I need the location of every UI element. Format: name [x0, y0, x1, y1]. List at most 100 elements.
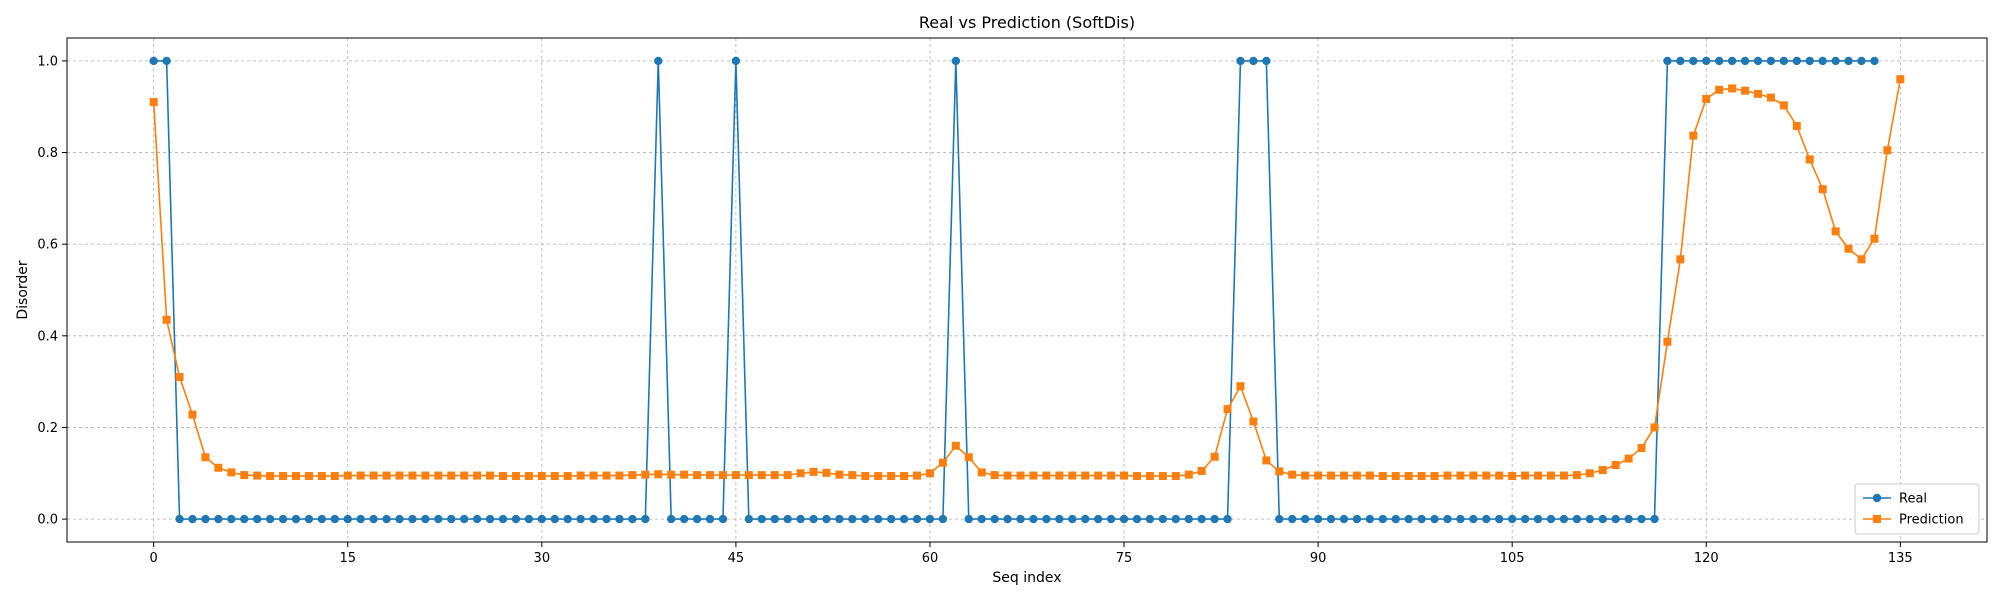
data-point-real	[524, 514, 534, 524]
data-point-prediction	[913, 471, 922, 480]
data-point-real	[1184, 514, 1193, 524]
data-point-real	[1093, 514, 1103, 524]
data-point-prediction	[240, 471, 249, 480]
y-tick-label: 1.0	[37, 54, 58, 69]
data-point-real	[615, 514, 624, 524]
data-point-real	[175, 514, 184, 524]
data-point-prediction	[1883, 146, 1892, 155]
data-point-prediction	[408, 471, 417, 480]
data-point-real	[1119, 514, 1129, 524]
data-point-real	[1637, 514, 1646, 524]
x-axis-label: Seq index	[992, 570, 1061, 586]
data-point-real	[1197, 514, 1206, 524]
data-point-real	[162, 56, 171, 66]
data-point-prediction	[1482, 471, 1491, 480]
data-point-prediction	[1236, 382, 1245, 391]
data-point-real	[899, 514, 909, 524]
data-point-prediction	[1339, 471, 1348, 480]
data-point-prediction	[576, 471, 585, 480]
data-point-prediction	[680, 470, 689, 479]
data-point-real	[938, 514, 948, 524]
data-point-real	[188, 514, 197, 524]
data-point-prediction	[964, 453, 973, 462]
data-point-prediction	[796, 469, 805, 478]
data-point-real	[1650, 514, 1659, 524]
data-point-real	[1624, 514, 1633, 524]
data-point-prediction	[602, 471, 611, 480]
data-point-prediction	[1508, 472, 1517, 481]
data-point-prediction	[421, 471, 430, 480]
data-point-prediction	[1068, 471, 1077, 480]
ticks: 0 15 30 45 60 75 90 105 120 135 0.0 0.2 0.4 0.6 0.8 1.0	[37, 54, 1912, 566]
data-point-real	[1106, 514, 1116, 524]
data-point-real	[1831, 56, 1840, 66]
data-point-prediction	[1702, 94, 1711, 103]
data-point-prediction	[201, 453, 210, 462]
data-point-real	[278, 514, 288, 524]
data-point-real	[485, 514, 495, 524]
data-point-prediction	[1107, 471, 1116, 480]
data-point-prediction	[783, 471, 792, 480]
data-point-real	[1456, 514, 1465, 524]
data-point-real	[1210, 514, 1219, 524]
data-point-real	[1727, 56, 1737, 66]
data-point-real	[589, 514, 598, 524]
data-point-real	[1223, 514, 1232, 524]
data-point-real	[628, 514, 637, 524]
data-point-real	[1016, 514, 1025, 524]
data-point-real	[1844, 56, 1853, 66]
data-point-real	[1300, 514, 1310, 524]
data-point-prediction	[149, 98, 158, 107]
data-point-prediction	[977, 468, 986, 477]
data-point-prediction	[1715, 85, 1724, 94]
series-real	[149, 56, 1879, 524]
data-point-real	[472, 514, 482, 524]
data-point-real	[1702, 56, 1711, 66]
data-point-real	[214, 514, 223, 524]
data-point-prediction	[1585, 469, 1594, 478]
y-tick-label: 0.2	[37, 421, 58, 436]
data-point-prediction	[757, 471, 766, 480]
data-point-real	[1262, 56, 1271, 66]
data-point-real	[964, 514, 973, 524]
data-point-prediction	[1521, 471, 1530, 480]
x-tick-label: 135	[1888, 551, 1913, 566]
data-point-prediction	[641, 470, 650, 479]
data-point-prediction	[1003, 471, 1012, 480]
data-point-real	[1598, 514, 1607, 524]
data-point-prediction	[1352, 471, 1361, 480]
data-point-prediction	[667, 470, 676, 479]
data-point-prediction	[1818, 185, 1827, 194]
data-point-real	[1779, 56, 1789, 66]
data-point-real	[1391, 514, 1400, 524]
data-point-real	[201, 514, 210, 524]
data-point-prediction	[628, 471, 637, 480]
data-point-prediction	[304, 472, 313, 481]
data-point-prediction	[990, 471, 999, 480]
data-point-prediction	[511, 472, 520, 481]
data-point-prediction	[589, 471, 598, 480]
data-point-real	[1378, 514, 1387, 524]
data-point-prediction	[1197, 466, 1206, 475]
data-point-real	[641, 514, 650, 524]
data-point-prediction	[1094, 471, 1103, 480]
data-point-real	[382, 514, 391, 524]
data-point-prediction	[1275, 467, 1284, 476]
data-point-prediction	[1844, 244, 1853, 253]
data-point-prediction	[266, 472, 275, 481]
data-point-real	[951, 56, 961, 66]
data-point-prediction	[1766, 93, 1775, 102]
data-point-prediction	[1495, 471, 1504, 480]
data-point-prediction	[1262, 456, 1271, 465]
data-point-prediction	[1378, 472, 1387, 481]
data-point-real	[912, 514, 922, 524]
chart-title: Real vs Prediction (SoftDis)	[919, 13, 1135, 32]
data-point-prediction	[1689, 131, 1698, 140]
data-point-prediction	[1120, 471, 1129, 480]
data-point-prediction	[1534, 471, 1543, 480]
data-point-real	[654, 56, 663, 66]
data-point-real	[1171, 514, 1180, 524]
x-tick-label: 60	[922, 551, 939, 566]
data-point-real	[705, 514, 715, 524]
